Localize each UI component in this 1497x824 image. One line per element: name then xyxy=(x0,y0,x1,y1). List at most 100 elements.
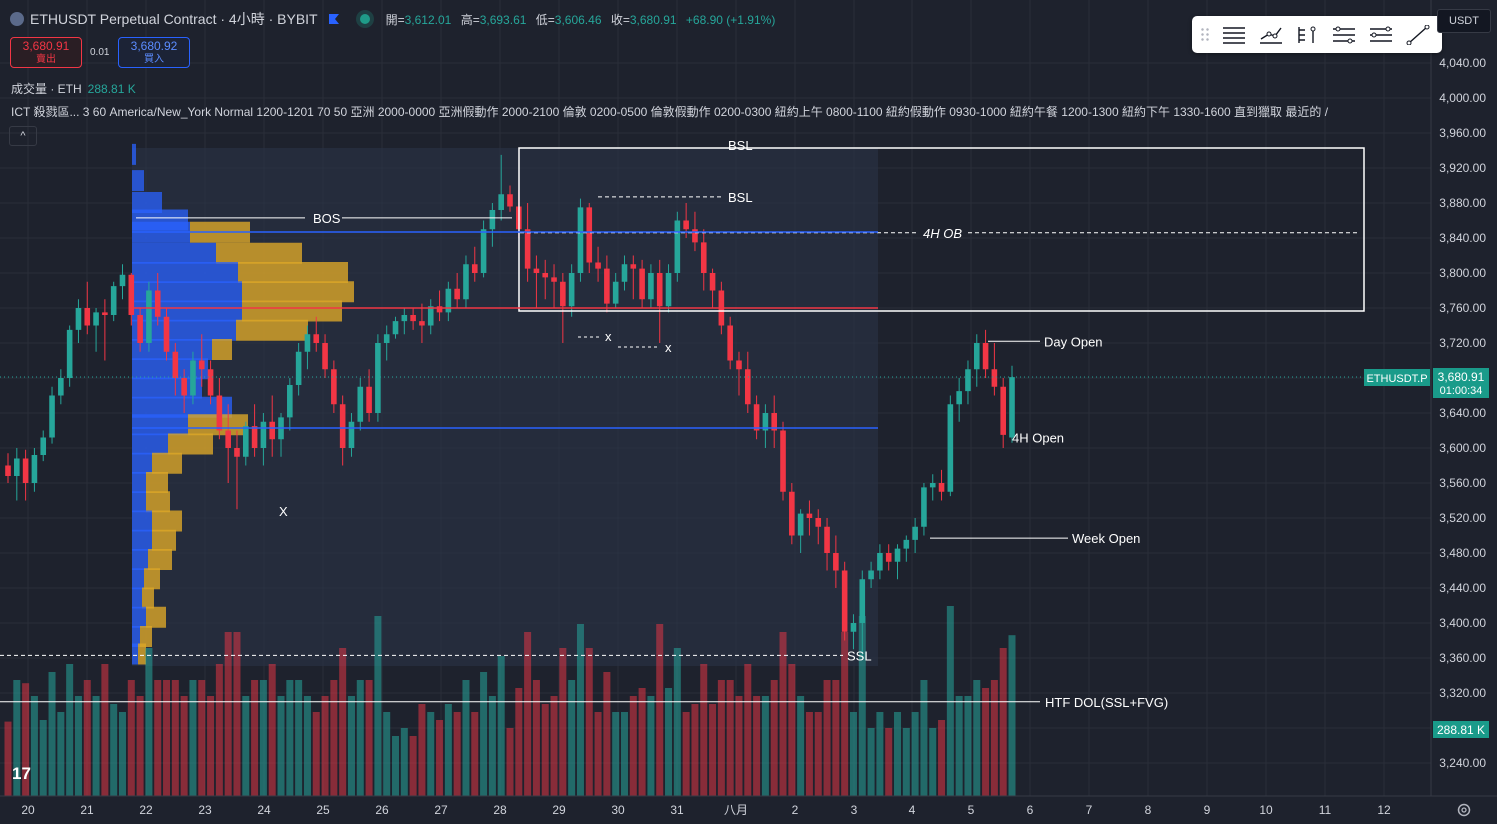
volume-bar xyxy=(894,712,902,796)
candle-body xyxy=(577,207,584,273)
candle-body xyxy=(621,264,628,282)
candle-body xyxy=(383,334,390,343)
volume-bar xyxy=(541,704,549,796)
candle-body xyxy=(789,491,795,536)
volume-bar xyxy=(576,624,584,796)
volume-bar xyxy=(946,606,954,796)
price-tick-label: 3,560.00 xyxy=(1439,476,1486,490)
candle-body xyxy=(903,539,910,549)
time-tick-label: 12 xyxy=(1377,803,1391,817)
time-tick-label: 30 xyxy=(611,803,625,817)
time-tick-label: 8 xyxy=(1145,803,1152,817)
candle-body xyxy=(66,329,73,378)
volume-bar xyxy=(118,712,126,796)
volume-bar xyxy=(973,680,981,796)
candle-body xyxy=(348,421,355,448)
volume-bar xyxy=(277,696,285,796)
candle-body xyxy=(339,404,346,448)
anchored-lines-icon[interactable] xyxy=(1295,22,1320,48)
candle-body xyxy=(225,430,231,448)
volume-bar xyxy=(761,696,769,796)
volume-bar xyxy=(515,688,523,796)
volume-bar xyxy=(885,728,893,796)
candle-body xyxy=(410,315,416,322)
path-icon[interactable] xyxy=(1258,22,1283,48)
volume-bar xyxy=(321,696,329,796)
price-tick-label: 3,480.00 xyxy=(1439,546,1486,560)
collapse-legend-button[interactable]: ^ xyxy=(9,126,37,146)
symbol-title[interactable]: ETHUSDT Perpetual Contract · 4小時 · BYBIT xyxy=(30,11,318,27)
candle-body xyxy=(973,343,980,370)
drag-handle-icon[interactable] xyxy=(1200,26,1210,43)
countdown-tag: 01:00:34 xyxy=(1440,385,1483,397)
candle-body xyxy=(929,483,936,488)
profile-bar-yellow xyxy=(146,606,166,628)
candle-body xyxy=(762,413,769,431)
candle-body xyxy=(524,229,531,269)
profile-bar-blue xyxy=(132,587,142,609)
candle-body xyxy=(445,288,452,313)
time-tick-label: 7 xyxy=(1086,803,1093,817)
time-tick-label: 5 xyxy=(968,803,975,817)
sweep-marker: X xyxy=(279,504,288,519)
flag-icon[interactable] xyxy=(328,13,340,25)
parallel-lines-icon[interactable] xyxy=(1332,22,1357,48)
sell-button[interactable]: 3,680.91 賣出 xyxy=(10,37,82,68)
volume-bar xyxy=(814,712,822,796)
volume-bar xyxy=(999,648,1007,796)
candlesticks xyxy=(5,154,1015,658)
candle-body xyxy=(93,312,99,326)
candle-body xyxy=(5,465,11,476)
volume-bar xyxy=(682,712,690,796)
volume-bar xyxy=(656,624,664,796)
price-tick-label: 3,840.00 xyxy=(1439,231,1486,245)
ob-box xyxy=(518,147,1365,312)
symbol-header[interactable]: ETHUSDT Perpetual Contract · 4小時 · BYBIT… xyxy=(10,9,775,29)
channel-lines-icon[interactable] xyxy=(1369,22,1394,48)
volume-bar xyxy=(902,728,910,796)
candle-body xyxy=(172,351,179,378)
profile-bar-blue xyxy=(132,358,208,380)
buy-button[interactable]: 3,680.92 買入 xyxy=(118,37,190,68)
profile-bar-yellow xyxy=(238,262,348,283)
time-tick-label: 22 xyxy=(139,803,153,817)
time-axis[interactable]: 20 21 22 23 24 25 26 27 28 29 30 31 八月 2 3 4 5 6 7 8 9 10 11 12 xyxy=(0,795,1497,817)
volume-bar xyxy=(374,616,382,796)
candle-body xyxy=(119,274,126,287)
time-tick-label: 21 xyxy=(80,803,94,817)
horizontal-lines-icon[interactable] xyxy=(1222,22,1247,48)
candle-body xyxy=(366,386,372,413)
profile-bar-blue xyxy=(132,549,148,570)
candle-body xyxy=(401,315,408,322)
ict-indicator-legend[interactable]: ICT 殺戮區... 3 60 America/New_York Normal … xyxy=(11,105,1329,119)
tradingview-logo-icon[interactable]: 17 xyxy=(12,764,31,783)
candle-body xyxy=(471,264,478,273)
price-tick-label: 3,400.00 xyxy=(1439,616,1486,630)
price-tick-label: 3,600.00 xyxy=(1439,441,1486,455)
gear-icon[interactable] xyxy=(1456,802,1472,818)
volume-bar xyxy=(480,672,488,796)
bos-label: BOS xyxy=(313,211,341,226)
profile-bar-blue xyxy=(132,643,138,665)
volume-tag: 288.81 K xyxy=(1437,723,1485,737)
time-tick-label: 20 xyxy=(21,803,35,817)
profile-bar-yellow xyxy=(152,510,182,532)
time-tick-label: 10 xyxy=(1259,803,1273,817)
quote-currency-button[interactable]: USDT xyxy=(1437,9,1491,33)
volume-bar xyxy=(964,696,972,796)
profile-bar-blue xyxy=(132,339,212,360)
candle-body xyxy=(771,413,778,431)
price-tick-label: 3,320.00 xyxy=(1439,686,1486,700)
candle-body xyxy=(542,273,549,278)
candle-body xyxy=(146,290,152,343)
trend-line-icon[interactable] xyxy=(1405,22,1430,48)
candle-body xyxy=(1000,386,1006,435)
volume-bar xyxy=(735,696,743,796)
volume-bar xyxy=(13,680,21,796)
time-tick-label: 29 xyxy=(552,803,566,817)
volume-legend[interactable]: 成交量 · ETH 288.81 K xyxy=(11,82,136,96)
candle-body xyxy=(1009,377,1015,438)
candle-body xyxy=(84,308,91,326)
volume-bar xyxy=(436,720,444,796)
